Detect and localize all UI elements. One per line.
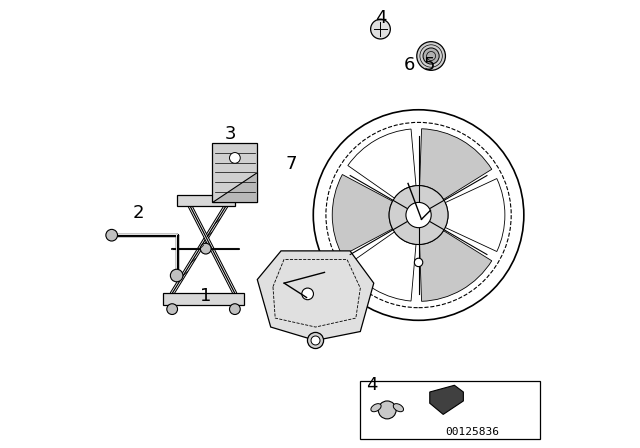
Wedge shape bbox=[420, 129, 492, 199]
Circle shape bbox=[414, 258, 423, 267]
Wedge shape bbox=[348, 129, 416, 198]
FancyBboxPatch shape bbox=[212, 143, 257, 202]
Polygon shape bbox=[257, 251, 374, 340]
Text: 5: 5 bbox=[424, 56, 435, 74]
Circle shape bbox=[307, 332, 324, 349]
Text: 2: 2 bbox=[133, 204, 144, 222]
Wedge shape bbox=[420, 231, 492, 302]
Circle shape bbox=[230, 304, 240, 314]
Circle shape bbox=[167, 304, 177, 314]
Ellipse shape bbox=[371, 404, 381, 412]
Text: 4: 4 bbox=[375, 9, 386, 27]
Circle shape bbox=[423, 48, 439, 64]
Circle shape bbox=[302, 288, 314, 300]
Circle shape bbox=[106, 229, 118, 241]
Text: 1: 1 bbox=[200, 287, 211, 305]
Circle shape bbox=[378, 401, 396, 419]
Text: 6: 6 bbox=[404, 56, 415, 74]
Circle shape bbox=[311, 336, 320, 345]
Text: 7: 7 bbox=[285, 155, 296, 172]
Text: 4: 4 bbox=[366, 376, 377, 394]
Wedge shape bbox=[332, 175, 392, 255]
Text: 3: 3 bbox=[225, 125, 236, 143]
Bar bbox=[360, 381, 540, 439]
Circle shape bbox=[371, 19, 390, 39]
Wedge shape bbox=[348, 232, 416, 301]
Polygon shape bbox=[163, 293, 244, 305]
Circle shape bbox=[170, 269, 183, 282]
Ellipse shape bbox=[393, 404, 404, 412]
Text: 00125836: 00125836 bbox=[445, 427, 499, 437]
Circle shape bbox=[389, 185, 448, 245]
Circle shape bbox=[406, 202, 431, 228]
Circle shape bbox=[417, 42, 445, 70]
Polygon shape bbox=[212, 172, 257, 202]
Circle shape bbox=[200, 243, 211, 254]
Polygon shape bbox=[177, 195, 235, 206]
Wedge shape bbox=[445, 179, 505, 251]
Polygon shape bbox=[430, 385, 463, 414]
Circle shape bbox=[230, 152, 240, 163]
